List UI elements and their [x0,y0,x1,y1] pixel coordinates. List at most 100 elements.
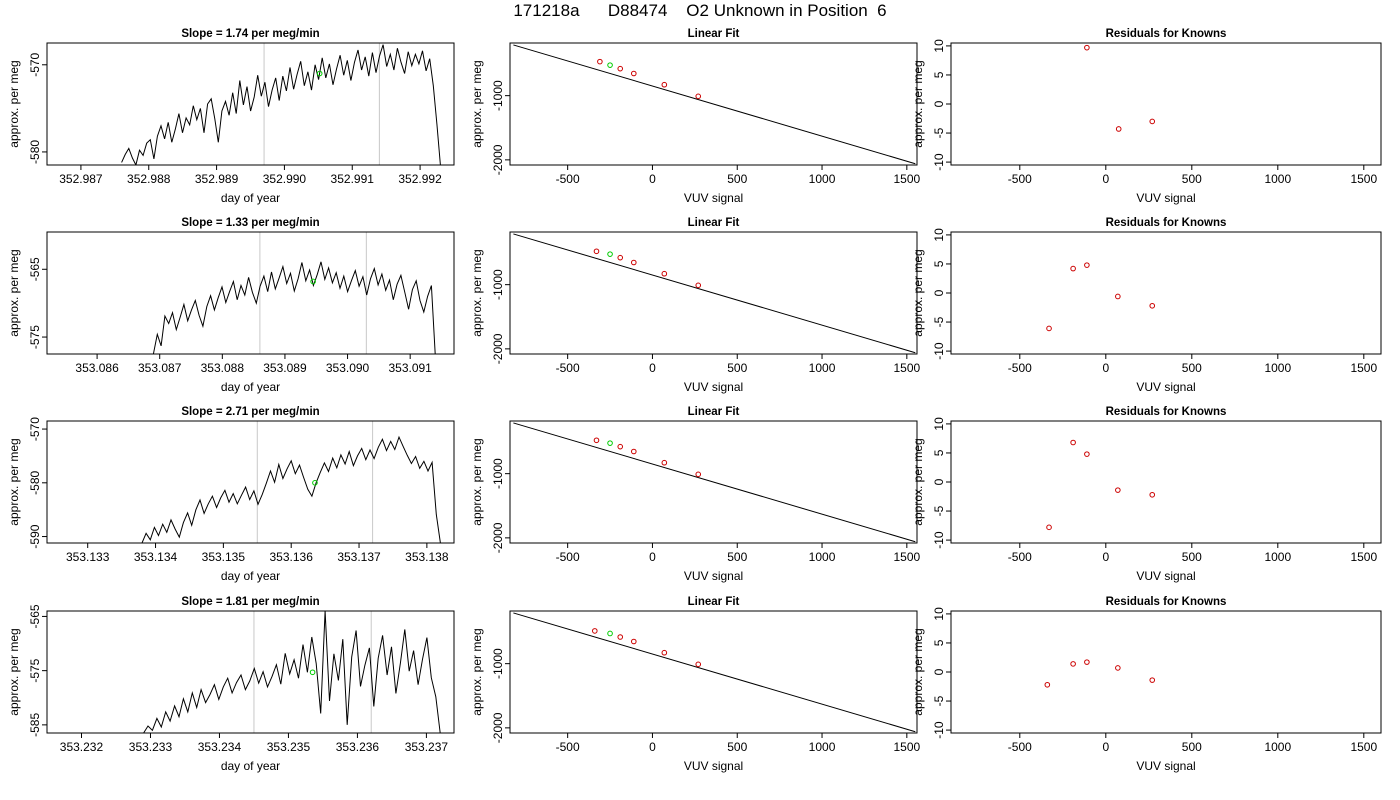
unknown-point [316,70,323,77]
x-tick-label: 1000 [809,172,836,186]
unknown-point [607,62,613,68]
data-point [630,70,637,77]
x-tick-label: -500 [556,361,580,375]
panel-1-1: 352.987 352.988 352.989 352.990 352.991 352.9… [7,28,455,205]
x-tick-label: 1000 [1264,361,1291,375]
x-tick-label: 1000 [1264,172,1291,186]
data-point [661,270,668,277]
panel-title: Residuals for Knowns [1106,28,1227,40]
x-tick-label: 0 [1102,172,1109,186]
data-point [1084,451,1090,457]
x-tick-label: 1500 [1350,361,1377,375]
x-tick-label: 1000 [1264,740,1291,754]
x-tick-label: 1500 [893,550,920,564]
data-point [695,471,702,478]
x-tick-label: 0 [1102,740,1109,754]
y-tick-label: 5 [932,260,946,267]
x-tick-label: 500 [727,550,747,564]
y-tick-label: -2000 [491,333,505,364]
data-point [695,93,702,100]
panel-title: Slope = 1.33 per meg/min [181,217,319,229]
x-tick-label: -500 [556,172,580,186]
plot-frame [46,420,455,544]
y-tick-label: -10 [932,531,946,549]
data-point [1084,659,1090,665]
y-tick-label: -1000 [491,648,505,679]
data-point [593,437,600,444]
y-tick-label: -580 [28,470,42,494]
x-tick-label: 500 [1182,740,1202,754]
y-axis-label: approx. per meg [7,60,21,147]
x-tick-label: 353.235 [267,740,311,754]
x-tick-label: 353.087 [138,361,182,375]
x-tick-label: 1500 [1350,740,1377,754]
y-axis-label: approx. per meg [470,60,484,147]
panel-4-2: -500 0 500 1000 1500 -2000 -1000 Linear Fit VUV … [470,596,920,773]
x-tick-label: 0 [649,740,656,754]
data-point [1149,491,1156,498]
data-point [591,628,598,634]
series-line [143,611,441,733]
panel-title: Slope = 1.81 per meg/min [181,596,319,608]
plot-frame [46,42,455,166]
x-tick-label: -500 [1008,740,1032,754]
y-tick-label: -590 [28,524,42,548]
x-tick-label: 500 [1182,361,1202,375]
data-point [1149,118,1156,125]
plot-frame [46,231,455,355]
unknown-point [312,480,318,486]
data-point [1044,681,1051,688]
x-axis-label: VUV signal [684,380,743,394]
data-point [1070,265,1076,272]
x-tick-label: 1500 [1350,172,1377,186]
x-tick-label: 353.090 [326,361,370,375]
panel-title: Residuals for Knowns [1106,596,1227,608]
x-tick-label: 353.133 [66,550,110,564]
x-tick-label: 352.988 [127,172,171,186]
fit-line [513,422,916,543]
data-point [593,248,600,255]
data-point [1149,302,1156,309]
data-point [1046,325,1052,332]
x-tick-label: 353.135 [202,550,246,564]
plot-frame [509,610,918,734]
y-tick-label: -580 [28,140,42,164]
y-tick-label: -5 [932,127,946,138]
x-tick-label: 353.236 [336,740,380,754]
y-axis-label: approx. per meg [7,438,21,525]
x-tick-label: -500 [556,740,580,754]
y-tick-label: -5 [932,505,946,516]
plot-frame [950,610,1382,734]
panel-title: Residuals for Knowns [1106,217,1227,229]
x-tick-label: 353.089 [263,361,307,375]
plot-frame [509,231,918,355]
data-point [1046,524,1052,531]
y-axis-label: approx. per meg [7,249,21,336]
y-tick-label: -5 [932,695,946,706]
panel-1-2: -500 0 500 1000 1500 -2000 -1000 Linear Fit VUV … [470,28,920,205]
data-point [630,259,637,266]
x-tick-label: 1000 [809,550,836,564]
x-axis-label: VUV signal [684,759,743,773]
data-point [695,282,702,289]
figure-title: 171218a D88474 O2 Unknown in Position 6 [513,1,887,20]
x-tick-label: 352.987 [59,172,103,186]
x-tick-label: 353.232 [60,740,104,754]
y-axis-label: approx. per meg [470,438,484,525]
x-tick-label: 0 [649,361,656,375]
x-tick-label: 500 [727,361,747,375]
panel-title: Linear Fit [688,28,740,40]
x-tick-label: 353.138 [405,550,449,564]
data-point [1115,487,1121,493]
x-tick-label: 0 [1102,361,1109,375]
panel-4-1: 353.232 353.233 353.234 353.235 353.236 353.2… [7,596,455,773]
unknown-point [310,278,316,285]
data-point [1070,661,1076,667]
y-tick-label: 10 [932,417,946,431]
data-point [630,638,637,645]
y-tick-label: 0 [932,668,946,675]
y-tick-label: 10 [932,228,946,242]
y-tick-label: -1000 [491,269,505,300]
data-point [617,443,624,450]
x-tick-label: 353.234 [198,740,242,754]
